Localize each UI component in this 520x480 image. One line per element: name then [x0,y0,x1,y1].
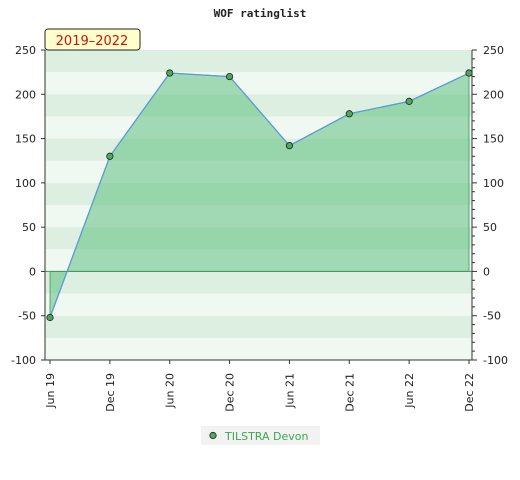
y-tick-label-left: 250 [15,44,36,57]
y-tick-label-right: 200 [483,88,504,101]
data-point [225,72,234,81]
y-tick-label-left: -50 [18,310,36,323]
period-badge-text: 2019–2022 [56,34,129,49]
series-line [49,72,470,318]
data-point [465,69,473,77]
period-badge-box [44,28,141,51]
background-band [45,337,472,360]
x-tick-label: Dec 22 [463,373,476,412]
y-tick-label-right: 150 [483,133,504,146]
legend[interactable]: TILSTRA Devon [201,426,320,445]
data-point [166,69,174,77]
y-tick-label-right: -50 [483,310,501,323]
data-point [345,110,353,118]
x-tick-label: Dec 21 [343,373,356,412]
x-tick-label: Jun 20 [164,373,177,409]
y-tick-label-right: 50 [483,221,497,234]
x-tick-label: Jun 22 [403,373,416,409]
chart-title: WOF ratinglist [214,7,307,20]
area-layer [45,72,472,318]
data-point [405,97,413,105]
x-axis: Jun 19 Dec 19 Jun 20 Dec 20 Jun 21 Dec 21 Jun … [44,359,476,412]
data-point [285,142,294,150]
background-band [45,271,472,294]
y-axis-right: 250 200 150 100 50 0 -50 -100 [471,44,508,367]
x-tick-label: Jun 19 [44,373,57,409]
legend-marker [209,431,217,440]
y-tick-label-left: 50 [22,221,36,234]
y-tick-label-right: 0 [483,265,490,278]
y-tick-label-right: -100 [483,354,508,367]
data-point [106,152,114,160]
x-tick-label: Jun 21 [283,373,296,409]
y-tick-label-left: -100 [11,354,36,367]
data-markers [46,69,473,322]
y-tick-label-left: 200 [15,88,36,101]
y-axis-left: 250 200 150 100 50 0 -50 -100 [11,44,46,367]
legend-box [201,426,320,445]
background-band [45,50,472,73]
x-tick-label: Dec 19 [104,373,117,412]
data-point [46,313,54,322]
background-band [45,72,472,95]
legend-series-label: TILSTRA Devon [224,430,308,443]
y-tick-label-right: 250 [483,44,504,57]
y-tick-label-left: 100 [15,177,36,190]
background-band [45,293,472,316]
background-band [45,315,472,338]
y-tick-label-right: 100 [483,177,504,190]
y-tick-label-left: 0 [29,265,36,278]
period-badge: 2019–2022 [44,28,141,51]
y-tick-label-left: 150 [15,133,36,146]
x-tick-label: Dec 20 [224,373,237,412]
